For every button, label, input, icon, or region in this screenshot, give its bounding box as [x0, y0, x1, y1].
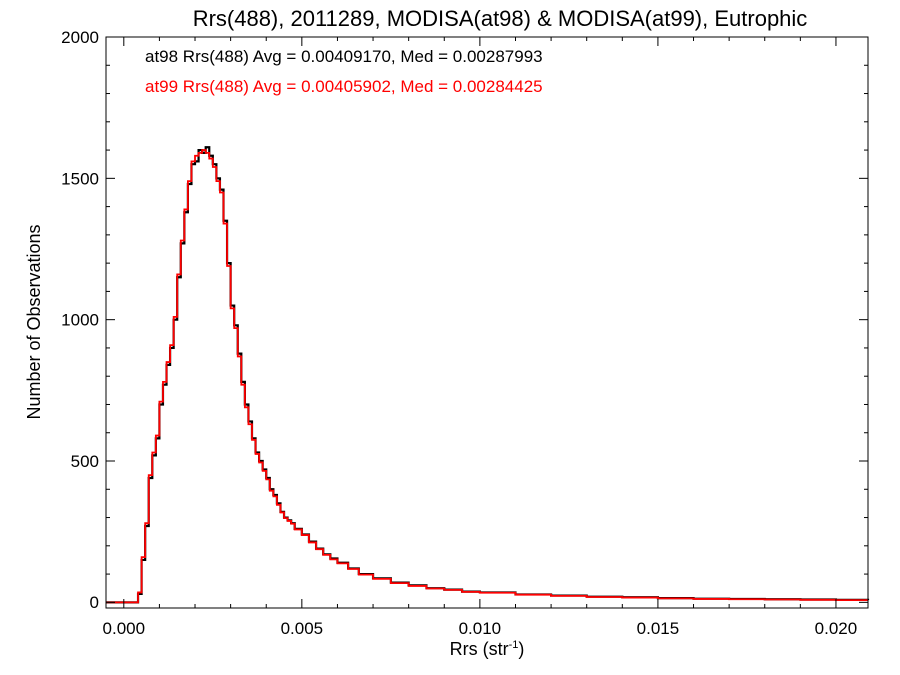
x-tick-label-2: 0.010 [459, 619, 502, 638]
x-axis-label: Rrs (str-1) [450, 639, 525, 659]
plot-frame [105, 36, 869, 609]
y-tick-label-0: 0 [90, 593, 99, 612]
series-layer [106, 146, 870, 604]
plot-area: 0.000 0.005 0.010 0.015 0.020 0 500 1000 1500 20… [61, 28, 870, 638]
y-tick-label-4: 2000 [61, 28, 99, 47]
x-axis-label-superscript: -1 [509, 639, 519, 651]
y-axis-ticks: 0 500 1000 1500 2000 [61, 28, 868, 612]
annotation-at98-stats: at98 Rrs(488) Avg = 0.00409170, Med = 0.… [145, 47, 543, 66]
x-axis-ticks: 0.000 0.005 0.010 0.015 0.020 [103, 37, 858, 638]
annotation-at99-stats: at99 Rrs(488) Avg = 0.00405902, Med = 0.… [145, 77, 543, 96]
series-line-at99 [106, 149, 868, 604]
x-tick-label-1: 0.005 [281, 619, 324, 638]
series-line-at98 [106, 146, 870, 604]
y-axis-label: Number of Observations [24, 224, 44, 419]
x-tick-label-4: 0.020 [815, 619, 858, 638]
x-axis-label-end: ) [518, 639, 524, 659]
y-tick-label-3: 1500 [61, 169, 99, 188]
x-tick-label-0: 0.000 [103, 619, 146, 638]
x-tick-label-3: 0.015 [637, 619, 680, 638]
y-tick-label-1: 500 [71, 452, 99, 471]
chart-title: Rrs(488), 2011289, MODISA(at98) & MODISA… [193, 6, 808, 31]
y-tick-label-2: 1000 [61, 311, 99, 330]
x-axis-label-main: Rrs (str [450, 639, 509, 659]
